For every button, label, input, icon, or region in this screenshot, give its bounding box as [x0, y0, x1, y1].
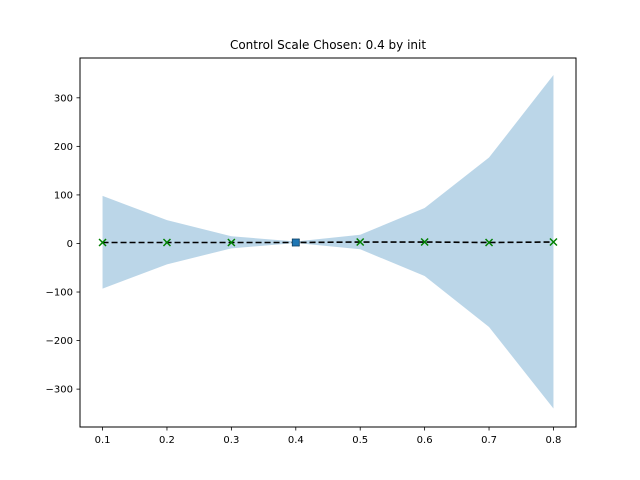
- y-tick-label: 0: [67, 239, 73, 250]
- x-tick-label: 0.3: [223, 435, 239, 446]
- x-tick-label: 0.4: [288, 435, 304, 446]
- x-marker-point: [485, 238, 494, 247]
- y-tick-label: 200: [54, 142, 73, 153]
- axes-frame: [79, 57, 577, 428]
- x-tick-label: 0.2: [159, 435, 175, 446]
- x-tick-label: 0.8: [546, 435, 562, 446]
- x-tick-label: 0.6: [417, 435, 433, 446]
- x-marker-point: [227, 238, 236, 247]
- axes: 0.1 0.2 0.3 0.4 0.5 0.6 0.7 0.8 −300 −200 −100 0 100…: [46, 93, 562, 446]
- x-marker-point: [162, 238, 171, 247]
- y-tick-label: 100: [54, 190, 73, 201]
- y-tick-label: −200: [46, 336, 73, 347]
- x-marker-point: [420, 237, 429, 247]
- x-tick-label: 0.5: [352, 435, 368, 446]
- y-tick-label: −100: [46, 288, 73, 299]
- y-tick-label: −300: [46, 385, 73, 396]
- x-tick-label: 0.7: [481, 435, 497, 446]
- x-marker-point: [549, 237, 558, 247]
- y-tick-label: 300: [54, 93, 73, 104]
- x-tick-label: 0.1: [95, 435, 111, 446]
- chosen-scale-marker: [291, 238, 300, 247]
- x-marker-point: [98, 238, 107, 247]
- chart-title: Control Scale Chosen: 0.4 by init: [230, 38, 426, 52]
- plot-area: [98, 74, 558, 409]
- x-marker-point: [356, 237, 365, 247]
